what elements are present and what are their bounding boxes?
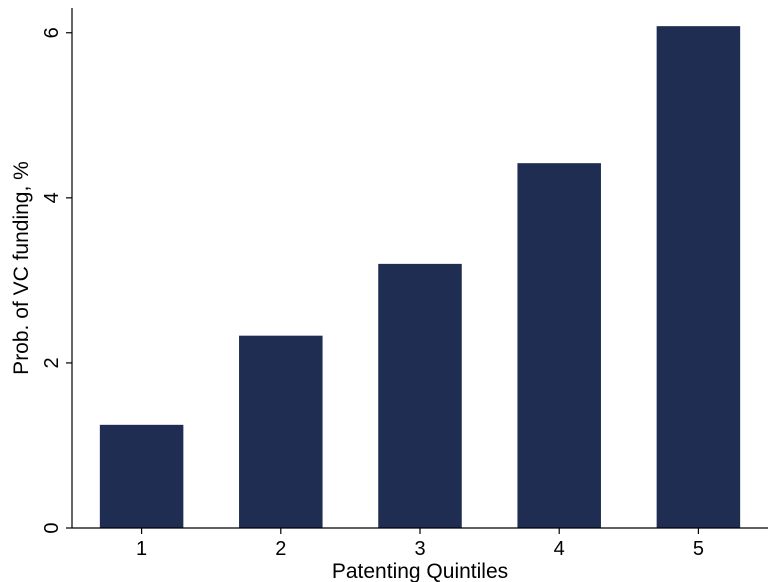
x-tick-label: 4	[554, 538, 565, 560]
y-ticks-group: 0 2 4 6	[41, 27, 72, 534]
x-tick-label: 5	[693, 538, 704, 560]
y-tick-label: 6	[41, 27, 63, 38]
bar-4	[517, 163, 601, 528]
bars-group	[99, 26, 741, 529]
x-ticks-group: 1 2 3 4 5	[136, 528, 704, 560]
bar-3	[378, 263, 462, 528]
y-tick-label: 0	[41, 522, 63, 533]
x-tick-label: 3	[414, 538, 425, 560]
y-axis-title: Prob. of VC funding, %	[10, 161, 33, 375]
y-tick-label: 2	[41, 357, 63, 368]
x-tick-label: 2	[275, 538, 286, 560]
bar-1	[99, 424, 184, 528]
bar-5	[656, 26, 741, 529]
x-tick-label: 1	[136, 538, 147, 560]
y-tick-label: 4	[41, 192, 63, 203]
x-axis-title: Patenting Quintiles	[332, 560, 508, 582]
bar-2	[239, 335, 323, 528]
